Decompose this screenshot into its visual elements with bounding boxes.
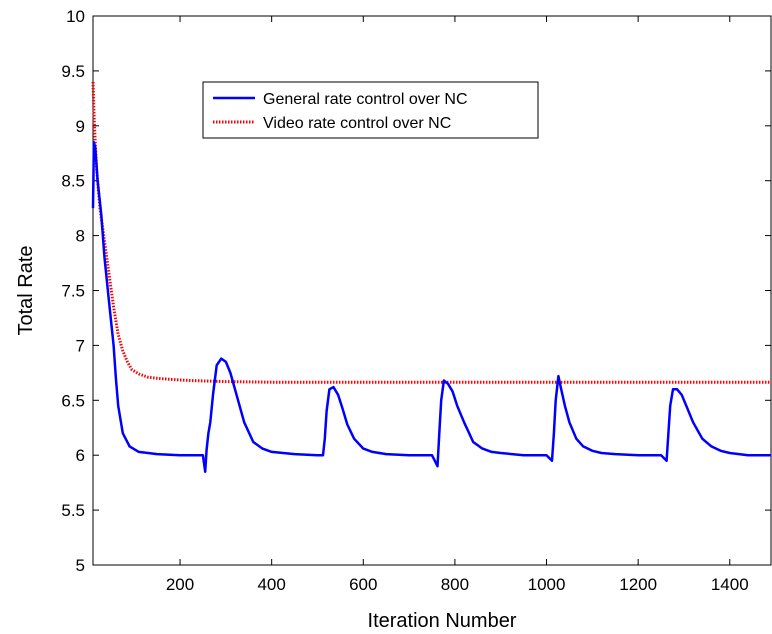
legend-label-general: General rate control over NC xyxy=(263,91,468,108)
x-tick-label: 1200 xyxy=(619,575,657,594)
legend-label-video: Video rate control over NC xyxy=(263,115,451,132)
series-line-general xyxy=(91,141,771,473)
y-tick-label: 6.5 xyxy=(61,391,85,410)
y-tick-label: 5.5 xyxy=(61,501,85,520)
x-tick-label: 1000 xyxy=(528,575,566,594)
legend-box xyxy=(202,81,539,139)
y-tick-label: 5 xyxy=(76,556,85,575)
y-tick-label: 8.5 xyxy=(61,172,85,191)
y-tick-label: 10 xyxy=(66,7,85,26)
x-tick-label: 600 xyxy=(349,575,377,594)
y-tick-label: 7.5 xyxy=(61,282,85,301)
x-axis-label: Iteration Number xyxy=(368,610,517,632)
x-tick-label: 400 xyxy=(257,575,285,594)
x-tick-label: 200 xyxy=(166,575,194,594)
x-tick-label: 800 xyxy=(441,575,469,594)
y-tick-label: 7 xyxy=(76,336,85,355)
series-lines xyxy=(91,81,771,473)
x-tick-label: 1400 xyxy=(711,575,749,594)
legend: General rate control over NC Video rate … xyxy=(202,81,539,139)
y-tick-label: 9.5 xyxy=(61,62,85,81)
y-tick-label: 8 xyxy=(76,227,85,246)
y-axis-label: Total Rate xyxy=(15,245,37,335)
axis-ticks: 200 400 600 800 1000 1200 1400 5 5.5 6 6.5 7 7.5 8 8.5… xyxy=(61,7,771,594)
y-tick-label: 9 xyxy=(76,117,85,136)
y-tick-label: 6 xyxy=(76,446,85,465)
